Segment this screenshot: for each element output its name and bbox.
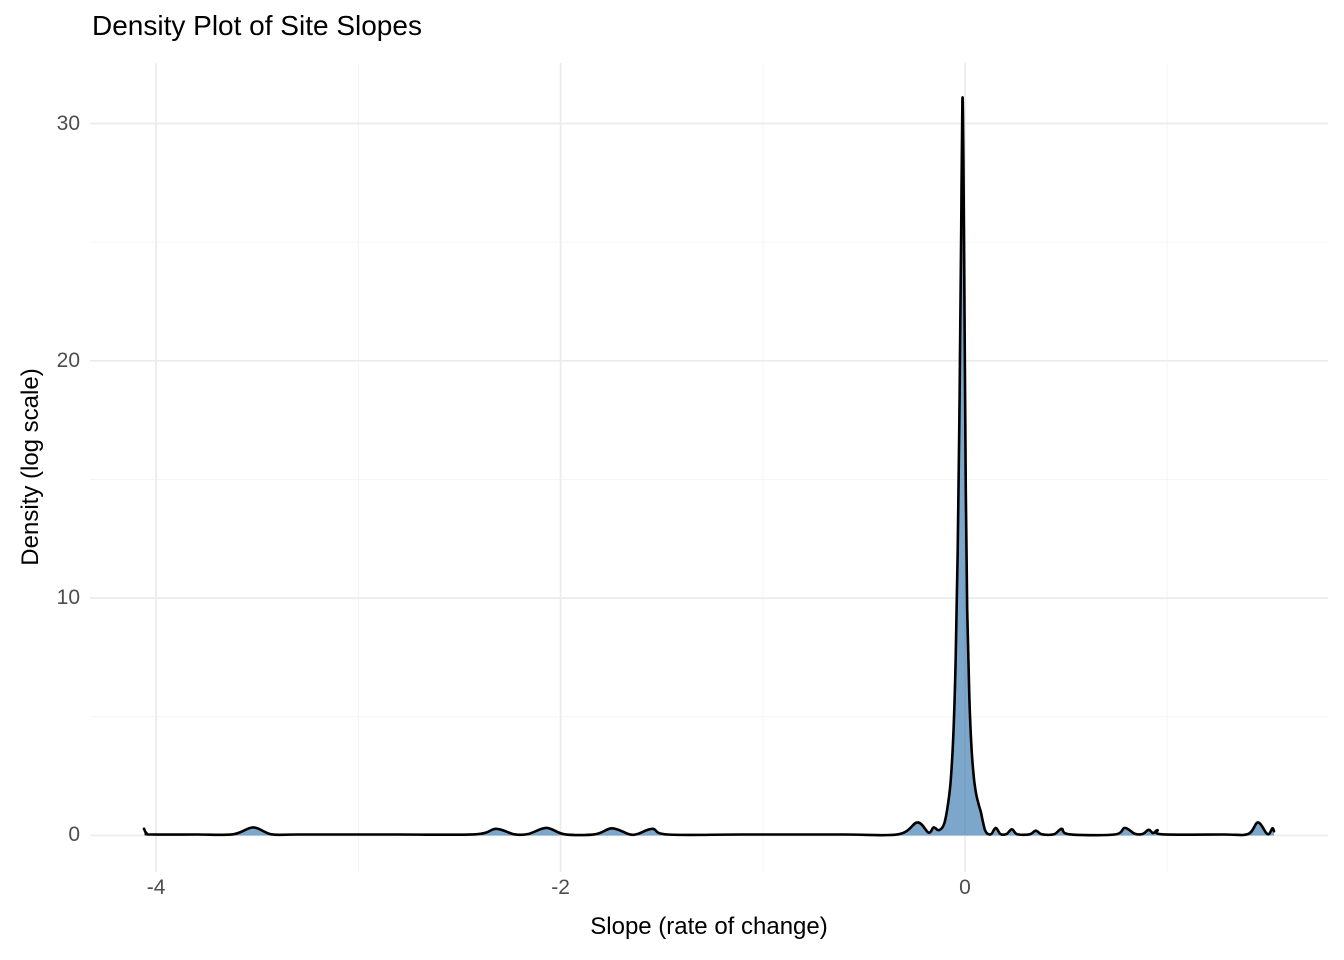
y-axis-tick-label: 0 (68, 823, 80, 847)
density-area-fill (144, 97, 1274, 836)
x-axis-tick-label: 0 (959, 876, 971, 899)
y-axis-title: Density (log scale) (17, 368, 44, 566)
x-axis-tick-label: -4 (146, 876, 166, 899)
y-axis-tick-label: 30 (56, 111, 80, 135)
plot-panel (90, 63, 1328, 872)
density-plot-svg (90, 63, 1328, 872)
density-curve-line (142, 96, 1276, 837)
chart-title: Density Plot of Site Slopes (92, 10, 422, 41)
x-axis-tick-label: -2 (551, 876, 570, 899)
y-axis-tick-label: 20 (56, 348, 80, 372)
y-axis-tick-label: 10 (56, 586, 80, 610)
x-axis-title: Slope (rate of change) (590, 913, 828, 940)
